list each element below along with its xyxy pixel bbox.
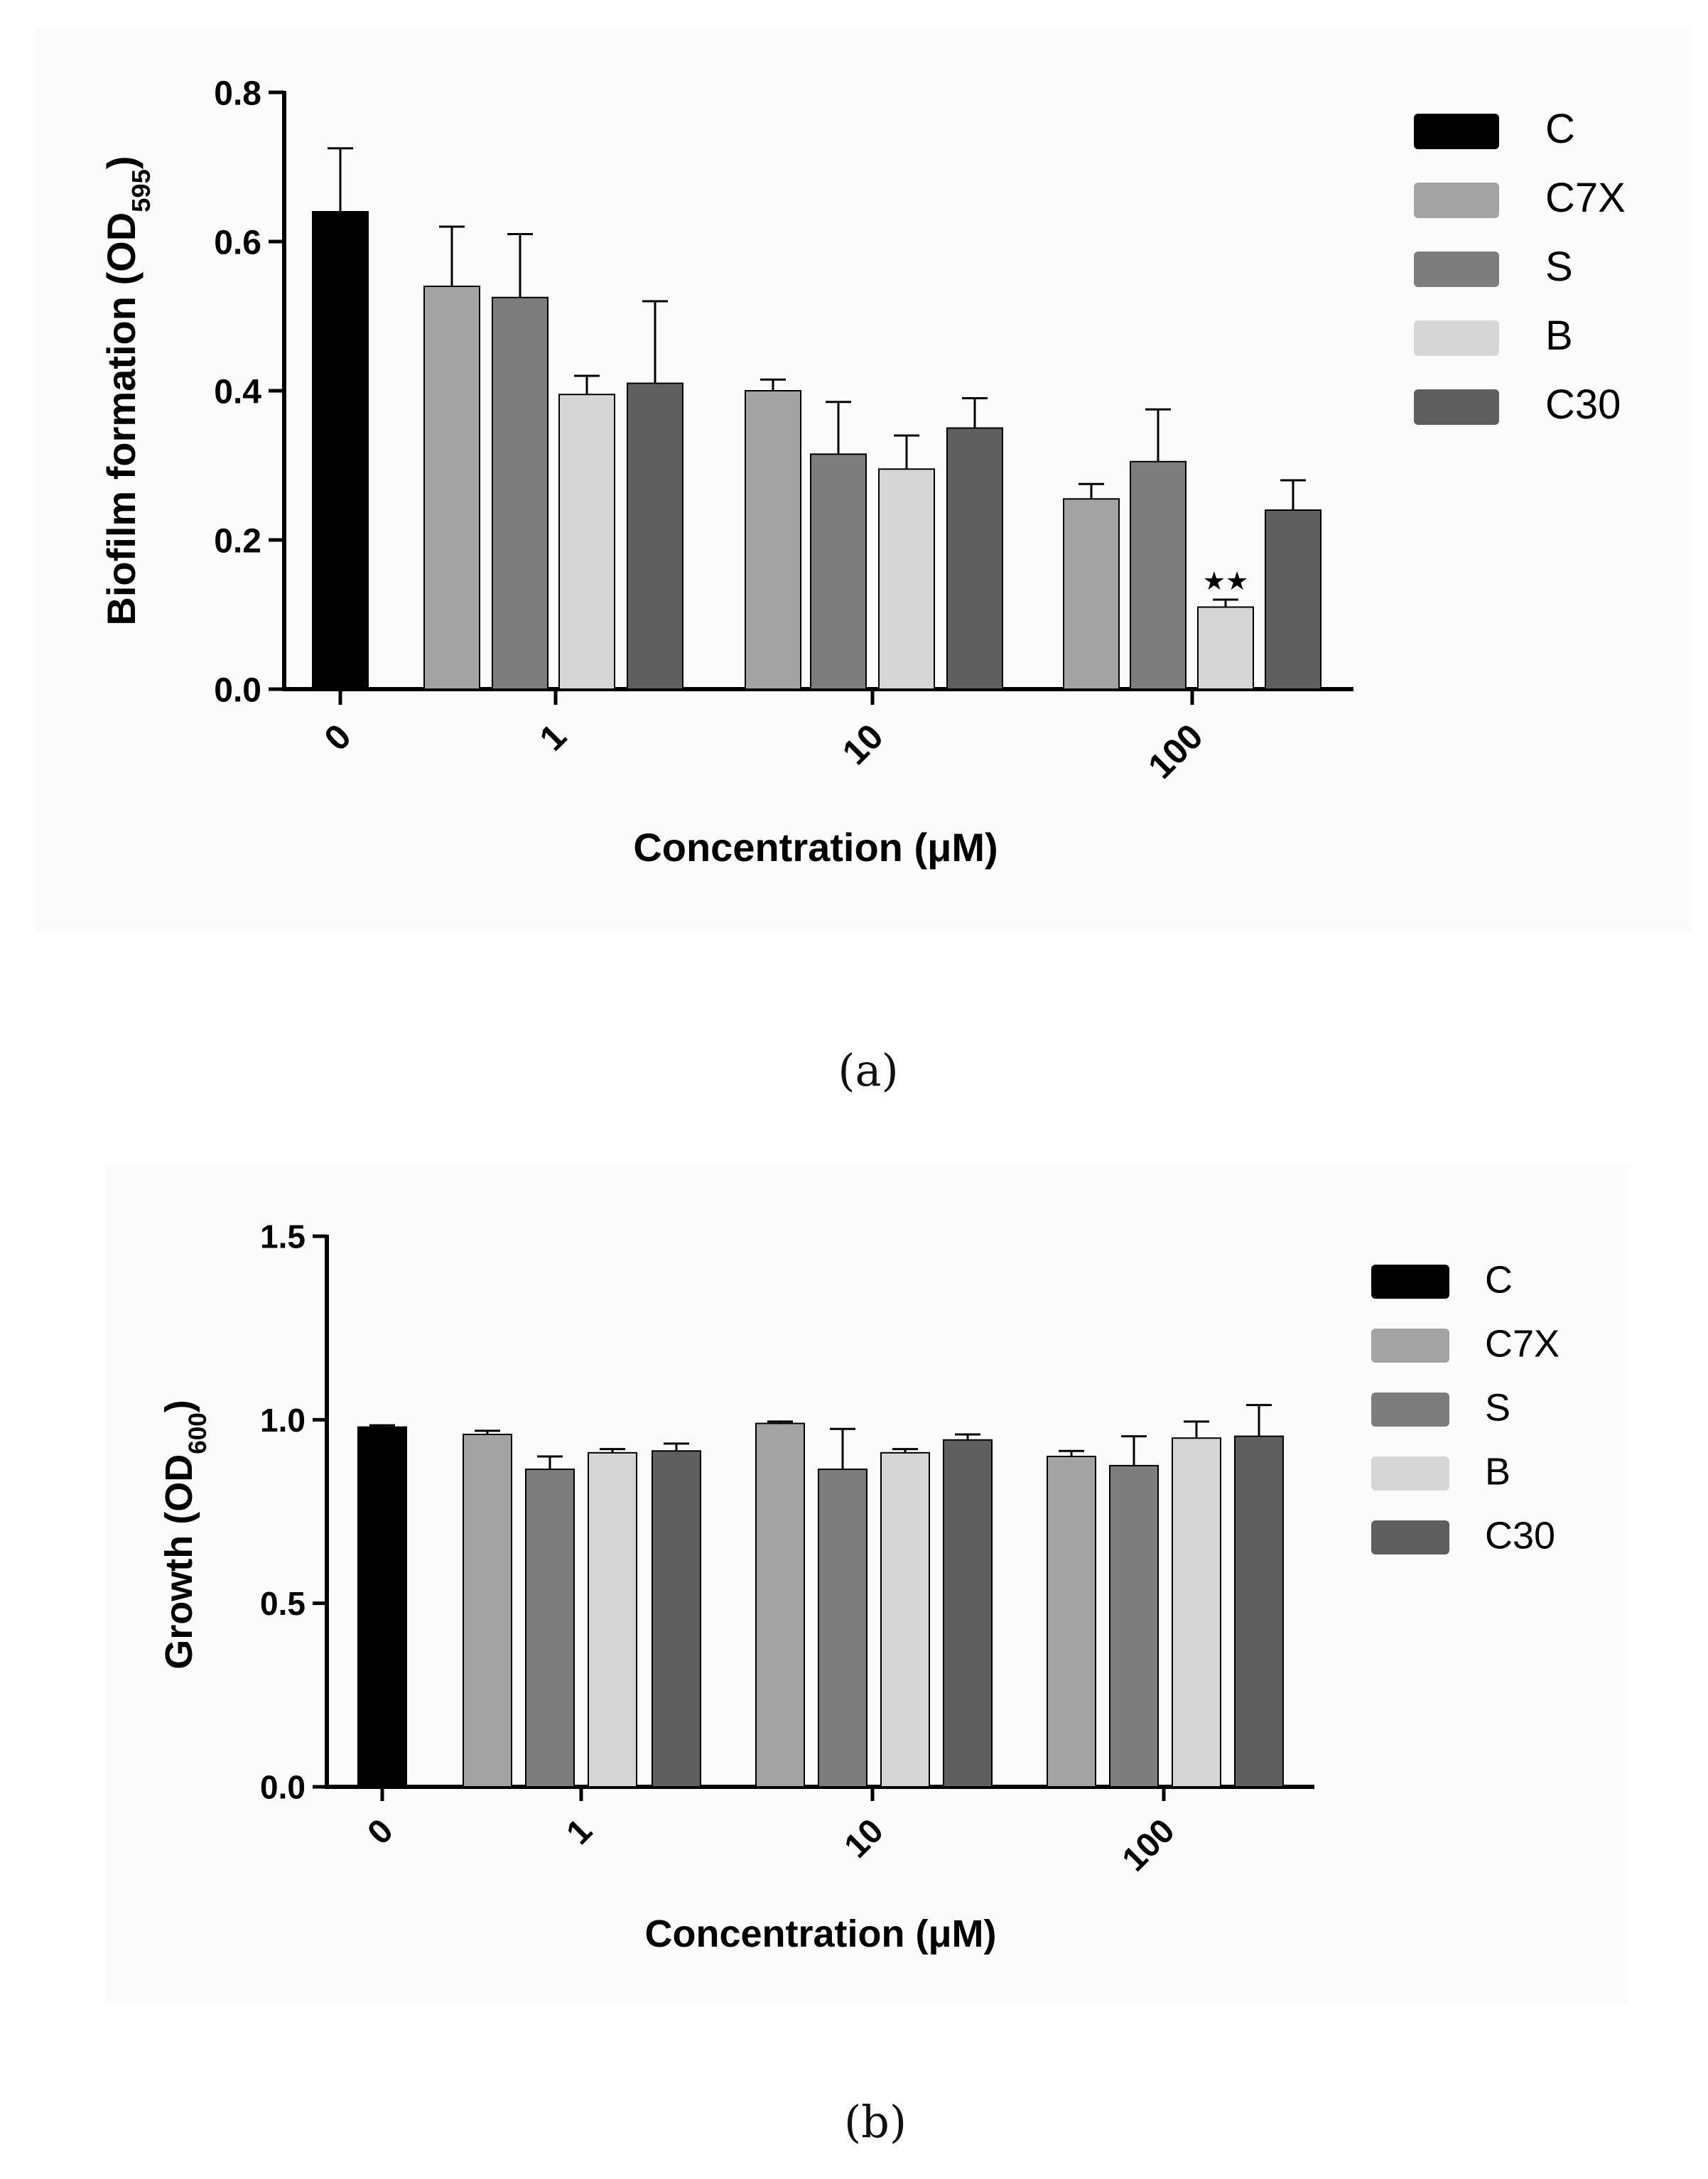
- chart-b-bar-c-0: [357, 1426, 407, 1788]
- panel-a-caption: (a): [838, 1044, 899, 1096]
- chart-b-y-axis-label-close: ): [158, 1400, 200, 1412]
- panel-b-caption: (b): [843, 2096, 907, 2148]
- chart-a-bar-c7x-1: [423, 286, 480, 690]
- chart-b-y-tick-label: 1.5: [260, 1218, 306, 1255]
- chart-b-legend-swatch-c30: [1371, 1520, 1449, 1555]
- chart-a-bar-s-1: [492, 296, 548, 690]
- chart-b-y-axis-label-subscript: 600: [184, 1412, 212, 1454]
- chart-a-y-tick-label: 0.0: [214, 671, 261, 709]
- chart-a-legend-label-s: S: [1545, 244, 1573, 290]
- chart-b-x-axis-label: Concentration (μM): [645, 1913, 997, 1955]
- chart-a-legend-label-c7x: C7X: [1545, 175, 1626, 221]
- chart-b-legend-swatch-s: [1371, 1393, 1449, 1427]
- chart-a-bar-b-100: [1197, 606, 1254, 690]
- chart-a-legend-label-c: C: [1545, 106, 1575, 152]
- chart-b-bar-s-100: [1109, 1464, 1159, 1788]
- chart-a-x-tick-label: 1: [532, 716, 574, 758]
- chart-b-bar-b-100: [1172, 1437, 1221, 1788]
- chart-b-legend: C C7X SB C30: [1371, 1258, 1560, 1557]
- chart-a-legend: C C7X SB C30: [1414, 106, 1626, 428]
- chart-b-bar-c30-1: [652, 1450, 701, 1788]
- chart-b-legend-swatch-b: [1371, 1456, 1449, 1491]
- chart-a-legend-swatch-s: [1414, 252, 1499, 287]
- chart-b-bar-c7x-1: [463, 1434, 512, 1788]
- chart-b-legend-swatch-c: [1371, 1265, 1449, 1299]
- chart-a-x-tick-label: 100: [1140, 716, 1211, 786]
- chart-b-y-axis-label-main: Growth (OD: [158, 1454, 200, 1670]
- chart-a-y-axis-label-close: ): [99, 156, 144, 169]
- chart-a-x-axis-label: Concentration (μM): [633, 825, 998, 870]
- chart-a-significance-marker: ★★: [1203, 567, 1249, 596]
- chart-b-bar-b-10: [880, 1451, 930, 1788]
- chart-a-y-tick-label: 0.2: [214, 522, 261, 560]
- chart-a-x-tick-label: 0: [317, 716, 359, 758]
- chart-b-y-axis-label: Growth (OD600): [158, 1400, 212, 1669]
- chart-b-bar-b-1: [588, 1451, 637, 1788]
- chart-a-legend-label-b: B: [1545, 313, 1573, 359]
- chart-b-bar-c7x-100: [1047, 1456, 1096, 1788]
- chart-b-legend-label-b: B: [1485, 1450, 1510, 1493]
- chart-b-legend-label-c: C: [1485, 1258, 1513, 1301]
- chart-b-bar-c30-10: [943, 1439, 993, 1788]
- chart-a-legend-swatch-c30: [1414, 389, 1499, 425]
- chart-b-x-tick-label: 1: [559, 1812, 599, 1851]
- chart-a-plot: 0.0 0.2 0.4 0.6 0.8 0 1 10 100 ★★ Biofilm formatio…: [99, 75, 1353, 870]
- chart-b-legend-label-c30: C30: [1485, 1514, 1555, 1557]
- chart-a-bar-b-1: [558, 394, 615, 690]
- chart-a-y-axis-label-main: Biofilm formation (OD: [99, 212, 144, 626]
- chart-a-y-axis-label: Biofilm formation (OD595): [99, 156, 156, 625]
- chart-b-x-tick-label: 0: [360, 1812, 400, 1851]
- chart-b-bar-s-10: [818, 1469, 867, 1788]
- chart-a-bar-s-100: [1130, 460, 1187, 690]
- chart-a-bar-c-0: [312, 211, 369, 690]
- chart-b-bar-c30-100: [1234, 1435, 1284, 1788]
- chart-a-bar-c30-10: [946, 427, 1003, 690]
- chart-a-y-axis-label-subscript: 595: [126, 169, 156, 212]
- chart-a-bar-s-10: [810, 453, 867, 690]
- chart-b-x-tick-label: 10: [838, 1812, 891, 1865]
- chart-b-bar-s-1: [525, 1469, 575, 1788]
- chart-a-y-tick-label: 0.6: [214, 224, 261, 261]
- chart-a-legend-swatch-b: [1414, 320, 1499, 356]
- chart-a-y-tick-label: 0.4: [214, 373, 261, 411]
- chart-b-legend-label-c7x: C7X: [1485, 1322, 1560, 1365]
- chart-b-y-tick-label: 0.5: [260, 1585, 306, 1622]
- chart-b-bar-c7x-10: [755, 1422, 805, 1788]
- chart-a-y-tick-label: 0.8: [214, 75, 261, 112]
- chart-b-legend-swatch-c7x: [1371, 1329, 1449, 1363]
- chart-a-legend-swatch-c7x: [1414, 183, 1499, 218]
- chart-a-bar-c7x-10: [745, 390, 801, 690]
- chart-a-legend-label-c30: C30: [1545, 382, 1621, 428]
- chart-b-y-tick-label: 1.0: [260, 1402, 306, 1439]
- chart-b-legend-label-s: S: [1485, 1386, 1510, 1429]
- chart-a-bar-c7x-100: [1063, 498, 1120, 690]
- chart-a-bar-c30-100: [1265, 509, 1321, 690]
- chart-a-bar-c30-1: [627, 382, 683, 690]
- chart-a-bar-b-10: [878, 468, 935, 690]
- chart-b-plot: 0.0 0.5 1.0 1.5 0 1 10 100 Growth (OD600) Concent…: [158, 1218, 1314, 1955]
- chart-a-legend-swatch-c: [1414, 114, 1499, 149]
- chart-a-x-tick-label: 10: [835, 716, 891, 772]
- chart-b-x-tick-label: 100: [1115, 1812, 1182, 1878]
- chart-b-y-tick-label: 0.0: [260, 1769, 306, 1806]
